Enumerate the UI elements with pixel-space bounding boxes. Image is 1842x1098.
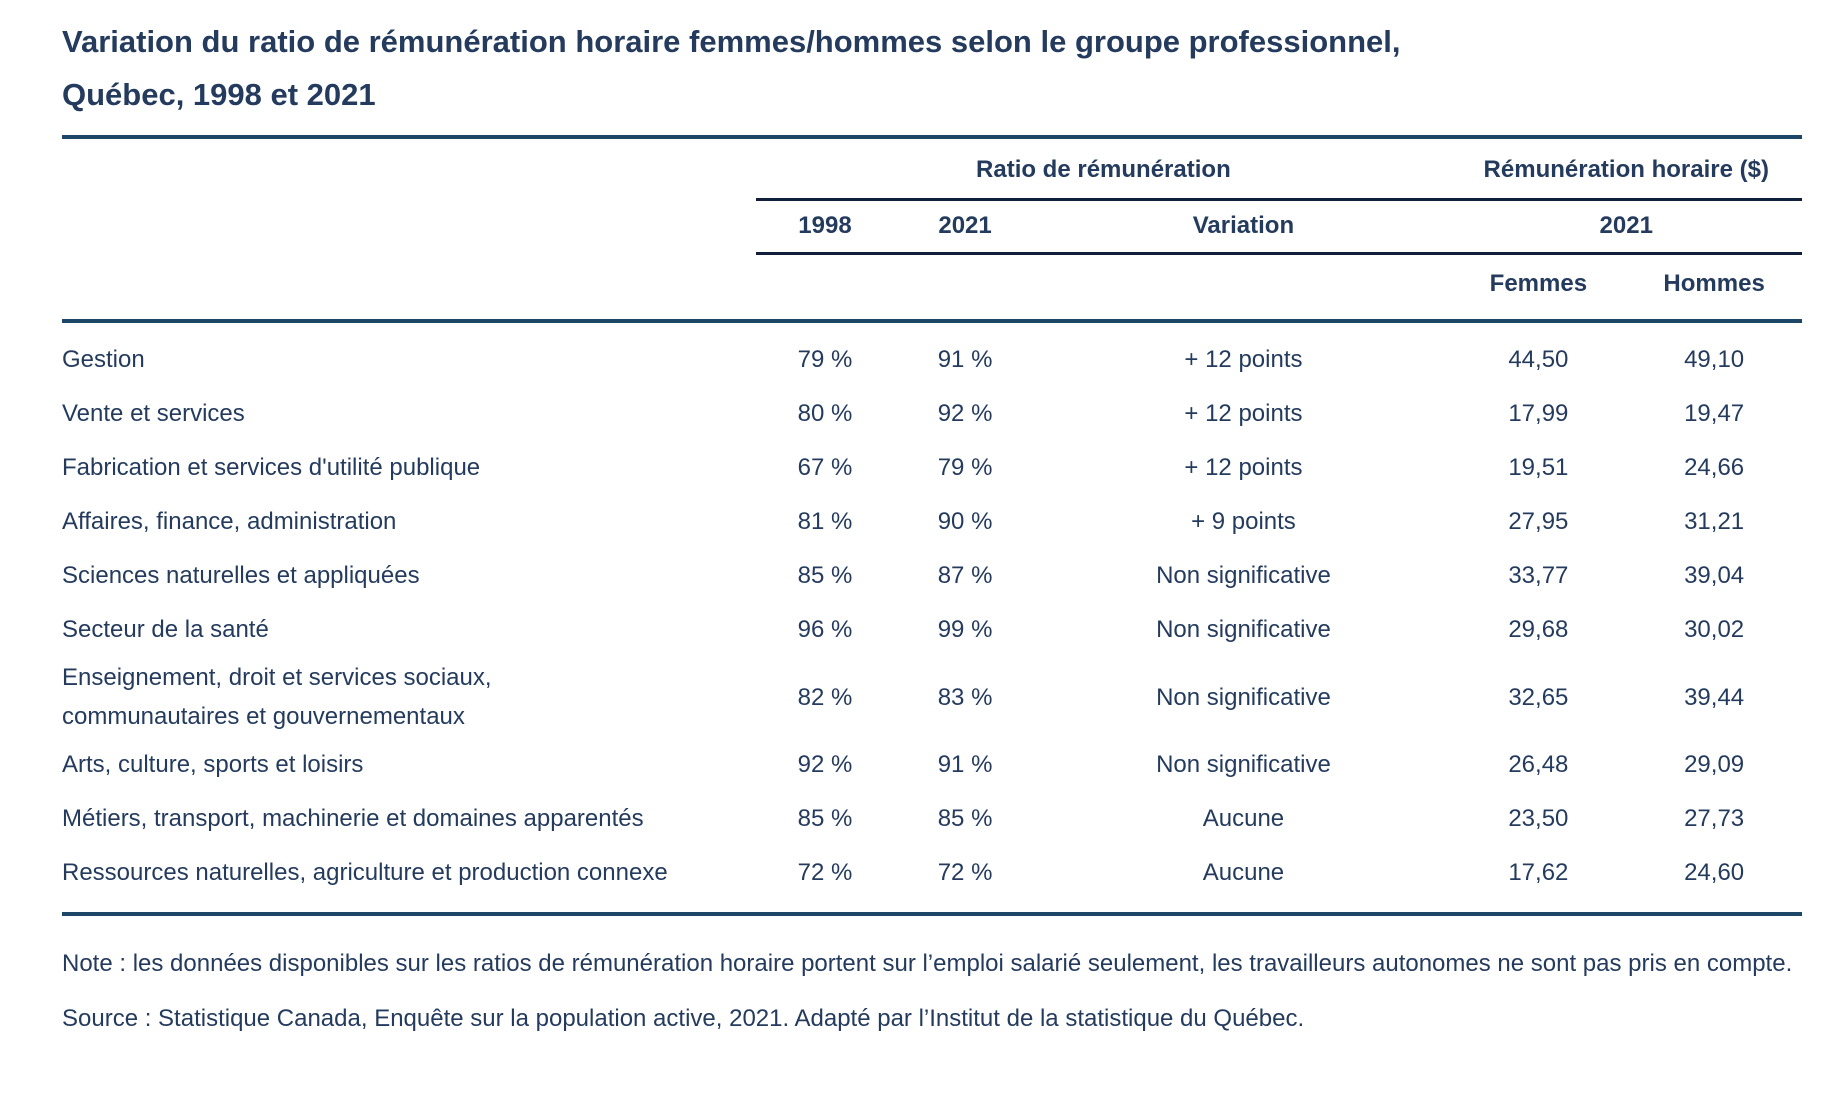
ratio-1998-cell: 85 % bbox=[797, 562, 853, 590]
table-row: Sciences naturelles et appliquées 85 % 8… bbox=[62, 549, 1802, 603]
empty-header-cell bbox=[62, 253, 757, 324]
hommes-cell: 39,44 bbox=[1684, 683, 1745, 711]
ratio-1998-cell: 85 % bbox=[797, 805, 853, 833]
col-header-2021: 2021 bbox=[893, 199, 1037, 256]
femmes-cell: 29,68 bbox=[1508, 616, 1569, 644]
col-header-hourly-2021: 2021 bbox=[1450, 199, 1802, 256]
variation-cell: Non significative bbox=[1156, 751, 1331, 779]
ratio-1998-cell: 81 % bbox=[797, 508, 853, 536]
row-label: Gestion bbox=[62, 346, 145, 374]
table-row: Secteur de la santé 96 % 99 % Non signif… bbox=[62, 603, 1802, 657]
hommes-cell: 19,47 bbox=[1684, 400, 1745, 428]
ratio-1998-cell: 82 % bbox=[797, 683, 853, 711]
row-label: Affaires, finance, administration bbox=[62, 508, 397, 536]
row-label: Métiers, transport, machinerie et domain… bbox=[62, 805, 644, 833]
hommes-cell: 31,21 bbox=[1684, 508, 1745, 536]
hommes-cell: 29,09 bbox=[1684, 751, 1745, 779]
hommes-cell: 49,10 bbox=[1684, 346, 1745, 374]
row-label: Secteur de la santé bbox=[62, 616, 269, 644]
variation-cell: Aucune bbox=[1036, 846, 1451, 917]
ratio-1998-cell: 67 % bbox=[797, 454, 853, 482]
ratio-1998-cell: 72 % bbox=[756, 846, 894, 917]
ratio-1998-cell: 80 % bbox=[797, 400, 853, 428]
row-label: Sciences naturelles et appliquées bbox=[62, 562, 420, 590]
table-row: Vente et services 80 % 92 % + 12 points … bbox=[62, 387, 1802, 441]
table-row: Fabrication et services d'utilité publiq… bbox=[62, 441, 1802, 495]
table-row: Arts, culture, sports et loisirs 92 % 91… bbox=[62, 738, 1802, 792]
data-table: Ratio de rémunération Rémunération horai… bbox=[62, 135, 1802, 917]
variation-cell: Non significative bbox=[1156, 616, 1331, 644]
ratio-1998-cell: 92 % bbox=[797, 751, 853, 779]
table-row: Affaires, finance, administration 81 % 9… bbox=[62, 495, 1802, 549]
hommes-cell: 24,66 bbox=[1684, 454, 1745, 482]
femmes-cell: 32,65 bbox=[1508, 683, 1569, 711]
ratio-2021-cell: 92 % bbox=[937, 400, 993, 428]
variation-cell: Non significative bbox=[1156, 562, 1331, 590]
col-header-femmes: Femmes bbox=[1450, 253, 1627, 324]
hommes-cell: 39,04 bbox=[1684, 562, 1745, 590]
group-header-hourly: Rémunération horaire ($) bbox=[1450, 137, 1802, 202]
ratio-2021-cell: 91 % bbox=[937, 346, 993, 374]
ratio-1998-cell: 96 % bbox=[797, 616, 853, 644]
variation-cell: Aucune bbox=[1202, 805, 1285, 833]
col-header-hommes: Hommes bbox=[1626, 253, 1802, 324]
variation-cell: + 12 points bbox=[1184, 454, 1303, 482]
ratio-2021-cell: 72 % bbox=[893, 846, 1037, 917]
empty-header-cell bbox=[1036, 253, 1451, 324]
table-source: Source : Statistique Canada, Enquête sur… bbox=[62, 1004, 1305, 1032]
ratio-1998-cell: 79 % bbox=[797, 346, 853, 374]
row-label: Fabrication et services d'utilité publiq… bbox=[62, 454, 481, 482]
femmes-cell: 17,62 bbox=[1450, 846, 1627, 917]
femmes-cell: 19,51 bbox=[1508, 454, 1569, 482]
row-label: Ressources naturelles, agriculture et pr… bbox=[62, 846, 757, 917]
variation-cell: + 9 points bbox=[1191, 508, 1296, 536]
row-label: Vente et services bbox=[62, 400, 245, 428]
ratio-2021-cell: 79 % bbox=[937, 454, 993, 482]
group-header-row: Ratio de rémunération Rémunération horai… bbox=[62, 137, 1802, 202]
femmes-cell: 17,99 bbox=[1508, 400, 1569, 428]
col-header-1998: 1998 bbox=[756, 199, 894, 256]
ratio-2021-cell: 91 % bbox=[937, 751, 993, 779]
ratio-2021-cell: 90 % bbox=[937, 508, 993, 536]
table-row: Métiers, transport, machinerie et domain… bbox=[62, 792, 1802, 846]
col-header-variation: Variation bbox=[1036, 199, 1451, 256]
row-label: Enseignement, droit et services sociaux,… bbox=[62, 664, 492, 730]
sex-header-row: Femmes Hommes bbox=[62, 253, 1802, 324]
femmes-cell: 33,77 bbox=[1508, 562, 1569, 590]
table-row: Ressources naturelles, agriculture et pr… bbox=[62, 846, 1802, 917]
group-header-ratio: Ratio de rémunération bbox=[756, 137, 1451, 202]
ratio-2021-cell: 83 % bbox=[937, 683, 993, 711]
table-note: Note : les données disponibles sur les r… bbox=[62, 950, 1793, 978]
variation-cell: Non significative bbox=[1156, 683, 1331, 711]
empty-header-cell bbox=[62, 137, 756, 200]
row-label: Arts, culture, sports et loisirs bbox=[62, 751, 364, 779]
page-title: Variation du ratio de rémunération horai… bbox=[62, 24, 1401, 112]
empty-header-cell bbox=[756, 253, 894, 324]
femmes-cell: 27,95 bbox=[1508, 508, 1569, 536]
femmes-cell: 44,50 bbox=[1508, 346, 1569, 374]
sub-header-row: 1998 2021 Variation 2021 bbox=[62, 199, 1802, 256]
femmes-cell: 23,50 bbox=[1508, 805, 1569, 833]
variation-cell: + 12 points bbox=[1184, 400, 1303, 428]
ratio-2021-cell: 99 % bbox=[937, 616, 993, 644]
empty-header-cell bbox=[62, 200, 756, 254]
ratio-2021-cell: 85 % bbox=[937, 805, 993, 833]
variation-cell: + 12 points bbox=[1184, 346, 1303, 374]
hommes-cell: 27,73 bbox=[1684, 805, 1745, 833]
empty-header-cell bbox=[893, 253, 1037, 324]
hommes-cell: 30,02 bbox=[1684, 616, 1745, 644]
ratio-2021-cell: 87 % bbox=[937, 562, 993, 590]
hommes-cell: 24,60 bbox=[1626, 846, 1802, 917]
femmes-cell: 26,48 bbox=[1508, 751, 1569, 779]
table-row: Gestion 79 % 91 % + 12 points 44,50 49,1… bbox=[62, 321, 1802, 387]
table-row: Enseignement, droit et services sociaux,… bbox=[62, 657, 1802, 738]
